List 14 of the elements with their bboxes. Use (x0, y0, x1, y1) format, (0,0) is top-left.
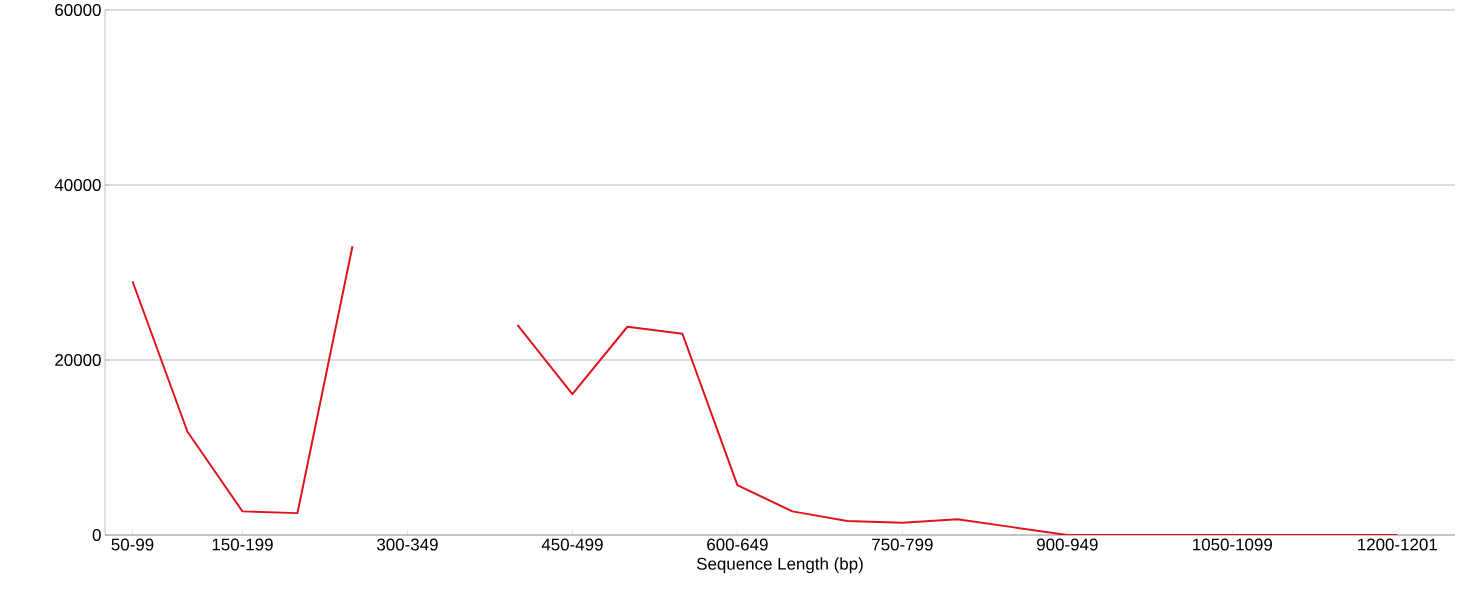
y-tick-label: 0 (92, 529, 101, 541)
x-tick-label: 50-99 (111, 538, 154, 551)
x-tick-label: 900-949 (1037, 538, 1098, 551)
x-tick-label: 450-499 (541, 538, 603, 551)
x-tick-label: 150-199 (212, 538, 273, 551)
x-axis-title: Sequence Length (bp) (696, 557, 863, 574)
x-tick-label: 600-649 (707, 538, 768, 551)
x-tick-label: 750-799 (872, 538, 933, 551)
y-tick-label: 20000 (55, 354, 101, 366)
y-tick-label: 60000 (55, 3, 101, 16)
x-tick-label: 1050-1099 (1193, 538, 1272, 551)
y-tick-label: 40000 (54, 179, 101, 191)
x-tick-label: 1200-1201 (1358, 538, 1437, 551)
x-tick-label: 300-349 (377, 538, 438, 551)
